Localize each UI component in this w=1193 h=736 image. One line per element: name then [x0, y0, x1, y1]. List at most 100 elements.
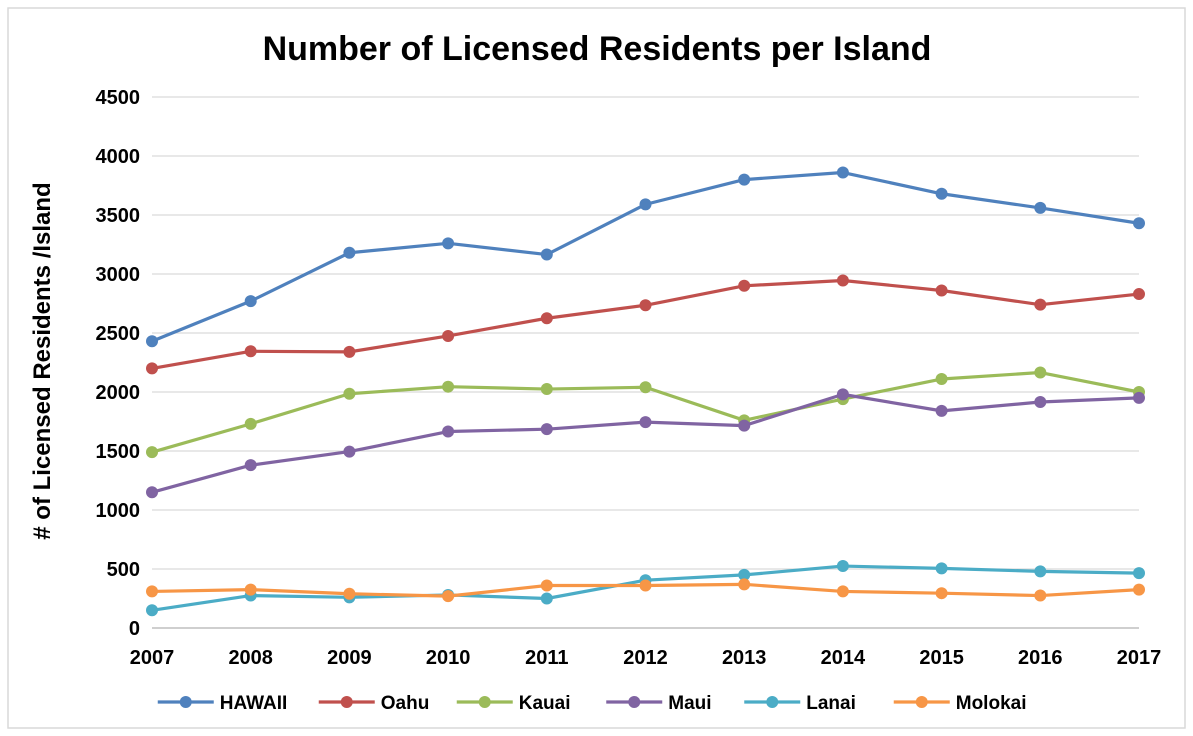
legend-swatch-marker: [478, 696, 491, 708]
data-point-maui: [146, 486, 158, 499]
legend-item-molokai: Molokai: [893, 693, 1027, 714]
data-point-molokai: [244, 583, 257, 596]
data-point-lanai: [836, 560, 849, 573]
data-point-molokai: [442, 590, 455, 603]
y-axis-ticks: 0 500 1000 1500 2000 2500 3000 3500 4000 4500: [96, 87, 141, 640]
legend-label: Oahu: [381, 693, 430, 714]
y-tick-label: 4000: [96, 146, 141, 168]
legend-swatch-marker: [340, 696, 353, 708]
data-point-lanai: [1133, 567, 1145, 580]
legend-swatch-marker: [179, 696, 192, 708]
y-tick-label: 0: [129, 618, 140, 640]
data-point-lanai: [1034, 565, 1047, 578]
series-molokai: [146, 578, 1145, 603]
series-maui: [146, 388, 1145, 499]
x-tick-label: 2014: [821, 647, 866, 669]
data-point-oahu: [442, 329, 455, 342]
data-point-kauai: [244, 417, 257, 430]
data-point-oahu: [244, 345, 257, 358]
data-point-maui: [639, 416, 652, 429]
legend-swatch-marker: [766, 696, 779, 708]
data-point-molokai: [738, 578, 751, 591]
y-tick-label: 1000: [96, 500, 141, 522]
data-point-hawaii: [343, 246, 356, 259]
series-hawaii: [146, 166, 1145, 348]
y-tick-label: 3000: [96, 264, 141, 286]
data-point-hawaii: [540, 248, 553, 261]
data-point-oahu: [836, 274, 849, 287]
data-point-maui: [1133, 391, 1145, 404]
x-tick-label: 2016: [1018, 647, 1063, 669]
y-tick-label: 2000: [96, 382, 141, 404]
data-point-hawaii: [639, 198, 652, 211]
data-point-hawaii: [935, 187, 948, 200]
data-point-maui: [442, 425, 455, 438]
data-point-maui: [836, 388, 849, 401]
y-tick-label: 4500: [96, 87, 141, 109]
data-point-molokai: [343, 587, 356, 600]
data-point-maui: [738, 419, 751, 432]
data-point-maui: [244, 459, 257, 472]
data-point-oahu: [935, 284, 948, 297]
data-point-molokai: [1034, 589, 1047, 602]
legend-label: Lanai: [806, 693, 856, 714]
data-point-maui: [1034, 396, 1047, 409]
data-point-oahu: [343, 345, 356, 358]
data-point-kauai: [639, 381, 652, 394]
y-tick-label: 1500: [96, 441, 141, 463]
x-axis-ticks: 2007 2008 2009 2010 2011 2012 2013 2014 2015 2016…: [130, 647, 1162, 669]
data-point-hawaii: [1133, 217, 1145, 230]
x-tick-label: 2011: [525, 647, 568, 669]
data-point-molokai: [1133, 583, 1145, 596]
data-point-oahu: [738, 279, 751, 292]
y-axis-label: # of Licensed Residents /Island: [29, 182, 56, 539]
series-layer: [146, 166, 1145, 617]
x-tick-label: 2013: [722, 647, 767, 669]
data-point-maui: [540, 423, 553, 436]
legend-item-hawaii: HAWAII: [157, 693, 288, 714]
legend-item-lanai: Lanai: [744, 693, 856, 714]
legend-label: Molokai: [956, 693, 1027, 714]
data-point-hawaii: [836, 166, 849, 179]
x-tick-label: 2009: [327, 647, 372, 669]
data-point-kauai: [540, 383, 553, 396]
data-point-lanai: [146, 604, 158, 617]
data-point-lanai: [738, 568, 751, 581]
data-point-kauai: [1034, 366, 1047, 379]
x-tick-label: 2008: [228, 647, 273, 669]
chart-title: Number of Licensed Residents per Island: [263, 30, 932, 68]
x-tick-label: 2017: [1117, 647, 1162, 669]
legend-label: HAWAII: [220, 693, 288, 714]
gridlines: [152, 96, 1139, 570]
data-point-kauai: [442, 380, 455, 393]
data-point-molokai: [639, 579, 652, 592]
legend-swatch-marker: [915, 696, 928, 708]
data-point-oahu: [1034, 298, 1047, 311]
x-tick-label: 2010: [426, 647, 471, 669]
x-tick-label: 2007: [130, 647, 175, 669]
data-point-lanai: [540, 592, 553, 605]
data-point-hawaii: [738, 173, 751, 186]
legend-item-maui: Maui: [606, 693, 712, 714]
legend-item-oahu: Oahu: [318, 693, 430, 714]
data-point-lanai: [935, 562, 948, 575]
x-tick-label: 2015: [919, 647, 964, 669]
data-point-molokai: [540, 579, 553, 592]
chart-border: [7, 7, 1186, 729]
data-point-oahu: [146, 362, 158, 375]
data-point-kauai: [146, 446, 158, 459]
legend-item-kauai: Kauai: [456, 693, 571, 714]
data-point-molokai: [146, 585, 158, 598]
data-point-hawaii: [1034, 201, 1047, 214]
data-point-hawaii: [146, 335, 158, 348]
data-point-kauai: [935, 373, 948, 386]
legend-swatch-marker: [628, 696, 641, 708]
data-point-hawaii: [244, 295, 257, 308]
data-point-molokai: [836, 585, 849, 598]
legend: HAWAII Oahu Kauai Maui Lanai Molokai: [157, 693, 1027, 714]
y-tick-label: 500: [107, 559, 140, 581]
data-point-oahu: [1133, 288, 1145, 301]
y-tick-label: 2500: [96, 323, 141, 345]
